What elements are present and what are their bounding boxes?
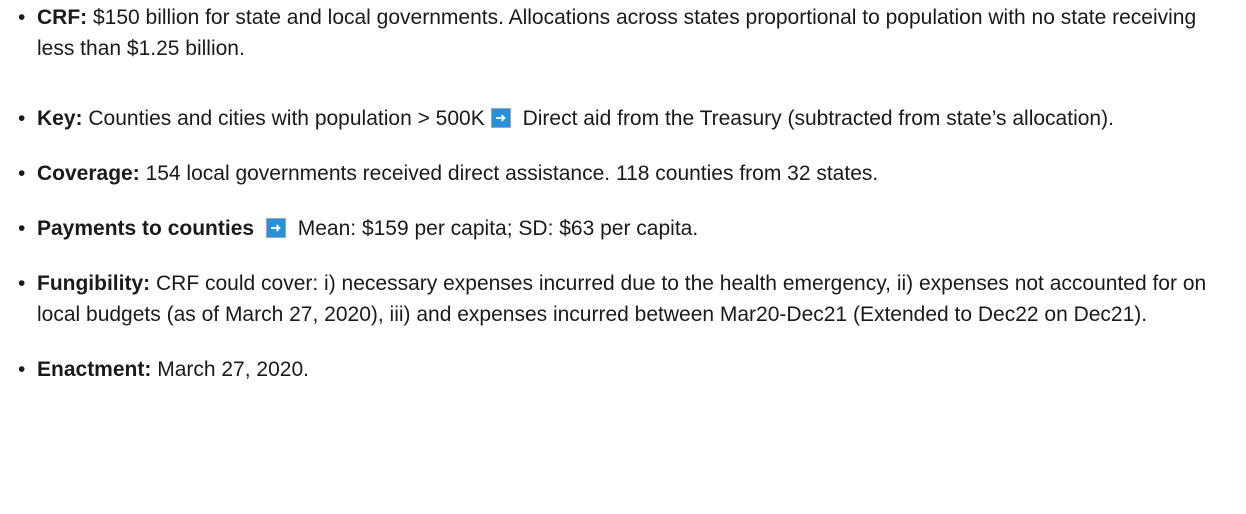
bullet-item: CRF: $150 billion for state and local go… — [0, 2, 1230, 64]
bullet-label: Payments to counties — [37, 217, 255, 240]
bullet-label: Key: — [37, 107, 83, 130]
bullet-item: Enactment: March 27, 2020. — [0, 354, 1230, 385]
arrow-icon — [265, 218, 286, 238]
bullet-label: Enactment: — [37, 358, 152, 381]
bullet-text: Mean: $159 per capita; SD: $63 per capit… — [297, 217, 699, 240]
bullet-text: March 27, 2020. — [157, 358, 309, 381]
arrow-icon — [490, 108, 511, 128]
bullet-item: Key: Counties and cities with population… — [0, 103, 1230, 134]
bullet-item: Fungibility: CRF could cover: i) necessa… — [0, 268, 1230, 330]
bullet-label: Fungibility: — [37, 272, 151, 295]
bullet-list: CRF: $150 billion for state and local go… — [0, 0, 1230, 385]
bullet-text: 154 local governments received direct as… — [145, 162, 879, 185]
bullet-text: Counties and cities with population > 50… — [88, 107, 485, 130]
bullet-item: Payments to counties Mean: $159 per capi… — [0, 213, 1230, 244]
bullet-text: Direct aid from the Treasury (subtracted… — [522, 107, 1114, 130]
bullet-label: Coverage: — [37, 162, 140, 185]
bullet-text: $150 billion for state and local governm… — [37, 6, 1197, 60]
bullet-item: Coverage: 154 local governments received… — [0, 158, 1230, 189]
bullet-label: CRF: — [37, 6, 88, 29]
bullet-text: CRF could cover: i) necessary expenses i… — [37, 272, 1207, 326]
